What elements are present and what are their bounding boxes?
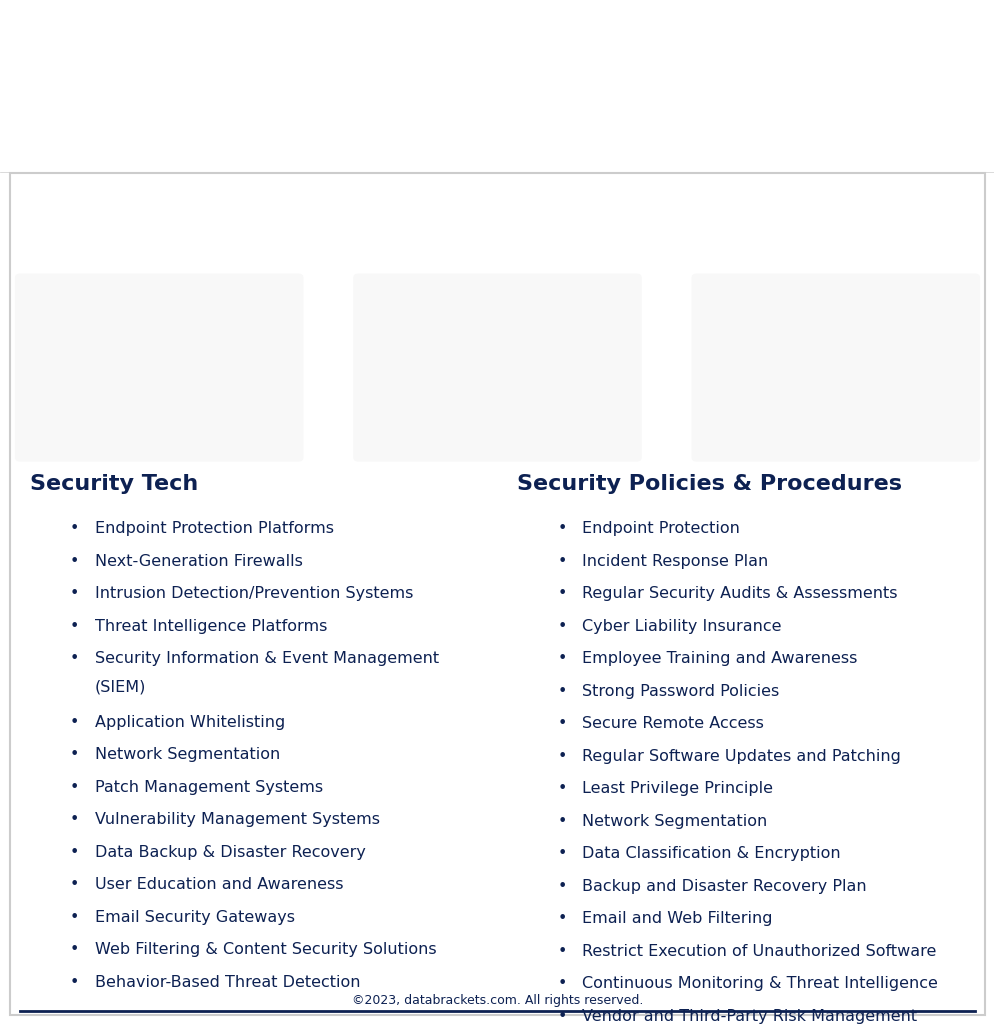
Text: Endpoint Protection Platforms: Endpoint Protection Platforms	[94, 521, 333, 537]
FancyBboxPatch shape	[691, 273, 979, 462]
Text: Employee Training and Awareness: Employee Training and Awareness	[581, 651, 857, 667]
Text: •: •	[70, 748, 79, 762]
Text: •: •	[70, 715, 79, 730]
Text: Email Security Gateways: Email Security Gateways	[94, 909, 294, 925]
Text: •: •	[70, 942, 79, 957]
Text: Behavior-Based Threat Detection: Behavior-Based Threat Detection	[94, 975, 360, 990]
Text: Email and Web Filtering: Email and Web Filtering	[581, 911, 771, 927]
Text: •: •	[70, 651, 79, 667]
Text: •: •	[557, 781, 566, 797]
Text: •: •	[557, 717, 566, 731]
Text: Restrict Execution of Unauthorized Software: Restrict Execution of Unauthorized Softw…	[581, 944, 935, 958]
Text: Security Information & Event Management: Security Information & Event Management	[94, 651, 438, 667]
Text: •: •	[70, 975, 79, 990]
Text: •: •	[557, 554, 566, 569]
Text: Incident Response Plan: Incident Response Plan	[581, 554, 767, 569]
Text: •: •	[557, 684, 566, 699]
Text: •: •	[557, 944, 566, 958]
Text: Network Segmentation: Network Segmentation	[94, 748, 279, 762]
Text: Regular Software Updates and Patching: Regular Software Updates and Patching	[581, 749, 900, 764]
Text: •: •	[557, 847, 566, 861]
Text: •: •	[70, 587, 79, 601]
Text: •: •	[70, 878, 79, 892]
Text: Web Filtering & Content Security Solutions: Web Filtering & Content Security Solutio…	[94, 942, 435, 957]
Text: Security Policies & Procedures: Security Policies & Procedures	[517, 474, 902, 495]
Text: •: •	[557, 651, 566, 667]
Text: Network Segmentation: Network Segmentation	[581, 814, 766, 828]
Text: •: •	[557, 976, 566, 991]
Text: •: •	[557, 749, 566, 764]
Text: •: •	[557, 618, 566, 634]
Text: •: •	[557, 911, 566, 927]
Text: •: •	[557, 1009, 566, 1024]
Text: Strong Password Policies: Strong Password Policies	[581, 684, 778, 699]
Text: •: •	[557, 879, 566, 894]
Text: Continuous Monitoring & Threat Intelligence: Continuous Monitoring & Threat Intellige…	[581, 976, 937, 991]
Text: Vendor and Third-Party Risk Management: Vendor and Third-Party Risk Management	[581, 1009, 916, 1024]
Text: •: •	[70, 909, 79, 925]
FancyBboxPatch shape	[15, 273, 303, 462]
Text: Vulnerability Management Systems: Vulnerability Management Systems	[94, 812, 379, 827]
Text: ©2023, databrackets.com. All rights reserved.: ©2023, databrackets.com. All rights rese…	[352, 994, 642, 1008]
Text: How To Prevent The Impact of Ransomware: How To Prevent The Impact of Ransomware	[55, 31, 939, 65]
Text: Secure Remote Access: Secure Remote Access	[581, 717, 763, 731]
Text: •: •	[70, 780, 79, 795]
Text: Least Privilege Principle: Least Privilege Principle	[581, 781, 772, 797]
Text: Endpoint Protection: Endpoint Protection	[581, 521, 740, 537]
Text: Patch Management Systems: Patch Management Systems	[94, 780, 322, 795]
Text: Threat Intelligence Platforms: Threat Intelligence Platforms	[94, 618, 327, 634]
Text: Backup and Disaster Recovery Plan: Backup and Disaster Recovery Plan	[581, 879, 866, 894]
FancyBboxPatch shape	[353, 273, 641, 462]
Text: •: •	[557, 814, 566, 828]
Text: (SIEM): (SIEM)	[94, 679, 146, 694]
Text: Intrusion Detection/Prevention Systems: Intrusion Detection/Prevention Systems	[94, 587, 413, 601]
Text: •: •	[70, 845, 79, 860]
Text: •: •	[70, 812, 79, 827]
Text: {databrackets}: {databrackets}	[375, 101, 619, 129]
Text: Data Classification & Encryption: Data Classification & Encryption	[581, 847, 840, 861]
Text: •: •	[70, 618, 79, 634]
Text: •: •	[70, 554, 79, 569]
Text: User Education and Awareness: User Education and Awareness	[94, 878, 343, 892]
Text: Security Tech: Security Tech	[30, 474, 198, 495]
Text: •: •	[70, 521, 79, 537]
Text: Cybersecurity | Compliance | Certification: Cybersecurity | Compliance | Certificati…	[381, 143, 613, 154]
Text: Cyber Liability Insurance: Cyber Liability Insurance	[581, 618, 781, 634]
Text: •: •	[557, 521, 566, 537]
Text: •: •	[557, 587, 566, 601]
Text: Application Whitelisting: Application Whitelisting	[94, 715, 284, 730]
Text: Data Backup & Disaster Recovery: Data Backup & Disaster Recovery	[94, 845, 365, 860]
Text: Regular Security Audits & Assessments: Regular Security Audits & Assessments	[581, 587, 897, 601]
Text: Next-Generation Firewalls: Next-Generation Firewalls	[94, 554, 302, 569]
